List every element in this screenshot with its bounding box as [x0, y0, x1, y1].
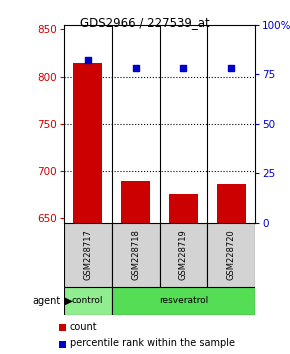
Bar: [112, 287, 255, 315]
Bar: [169, 194, 198, 223]
Text: GDS2966 / 227539_at: GDS2966 / 227539_at: [80, 16, 210, 29]
Text: control: control: [72, 296, 104, 306]
Bar: [73, 63, 102, 223]
Text: agent: agent: [33, 296, 61, 306]
Bar: [160, 223, 207, 287]
Text: GSM228717: GSM228717: [83, 229, 92, 280]
Bar: [121, 181, 150, 223]
Bar: [207, 223, 255, 287]
Text: GSM228720: GSM228720: [227, 229, 236, 280]
Text: percentile rank within the sample: percentile rank within the sample: [70, 338, 235, 348]
Text: ▶: ▶: [65, 296, 73, 306]
Text: GSM228719: GSM228719: [179, 229, 188, 280]
Bar: [64, 287, 112, 315]
Bar: [112, 223, 160, 287]
Bar: [217, 184, 246, 223]
Bar: [64, 223, 112, 287]
Text: GSM228718: GSM228718: [131, 229, 140, 280]
Point: [85, 58, 90, 63]
Text: count: count: [70, 321, 97, 332]
Point: [181, 65, 186, 71]
Point: [229, 65, 233, 71]
Point: [133, 65, 138, 71]
Text: resveratrol: resveratrol: [159, 296, 208, 306]
